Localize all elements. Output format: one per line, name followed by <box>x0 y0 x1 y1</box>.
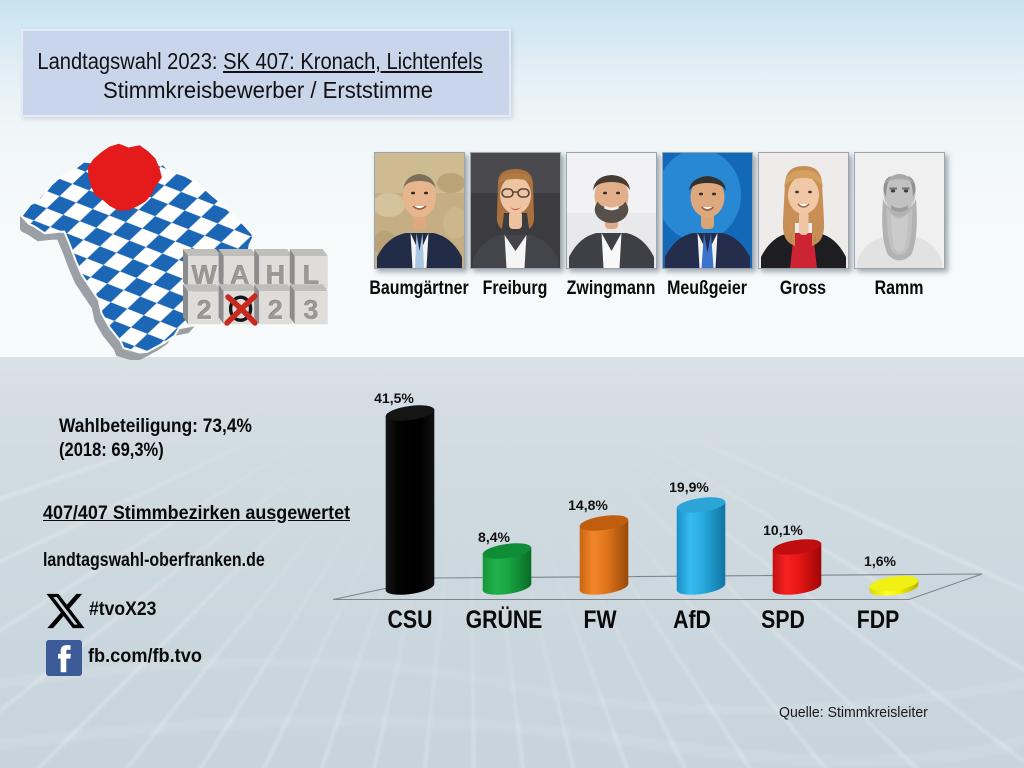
svg-text:2: 2 <box>196 295 211 325</box>
svg-text:H: H <box>267 261 287 291</box>
svg-text:2: 2 <box>197 295 212 325</box>
svg-text:2: 2 <box>269 296 284 326</box>
svg-text:3: 3 <box>304 295 319 325</box>
svg-text:2: 2 <box>198 296 213 326</box>
svg-text:A: A <box>231 261 251 291</box>
svg-text:H: H <box>265 260 285 290</box>
svg-text:L: L <box>303 260 320 290</box>
svg-text:3: 3 <box>303 295 318 325</box>
svg-text:A: A <box>230 260 250 290</box>
svg-text:3: 3 <box>305 296 320 326</box>
svg-text:2: 2 <box>268 295 283 325</box>
svg-text:A: A <box>230 260 250 290</box>
svg-text:L: L <box>303 260 320 290</box>
svg-text:L: L <box>304 261 321 291</box>
svg-text:H: H <box>266 260 286 290</box>
svg-text:2: 2 <box>268 295 283 325</box>
